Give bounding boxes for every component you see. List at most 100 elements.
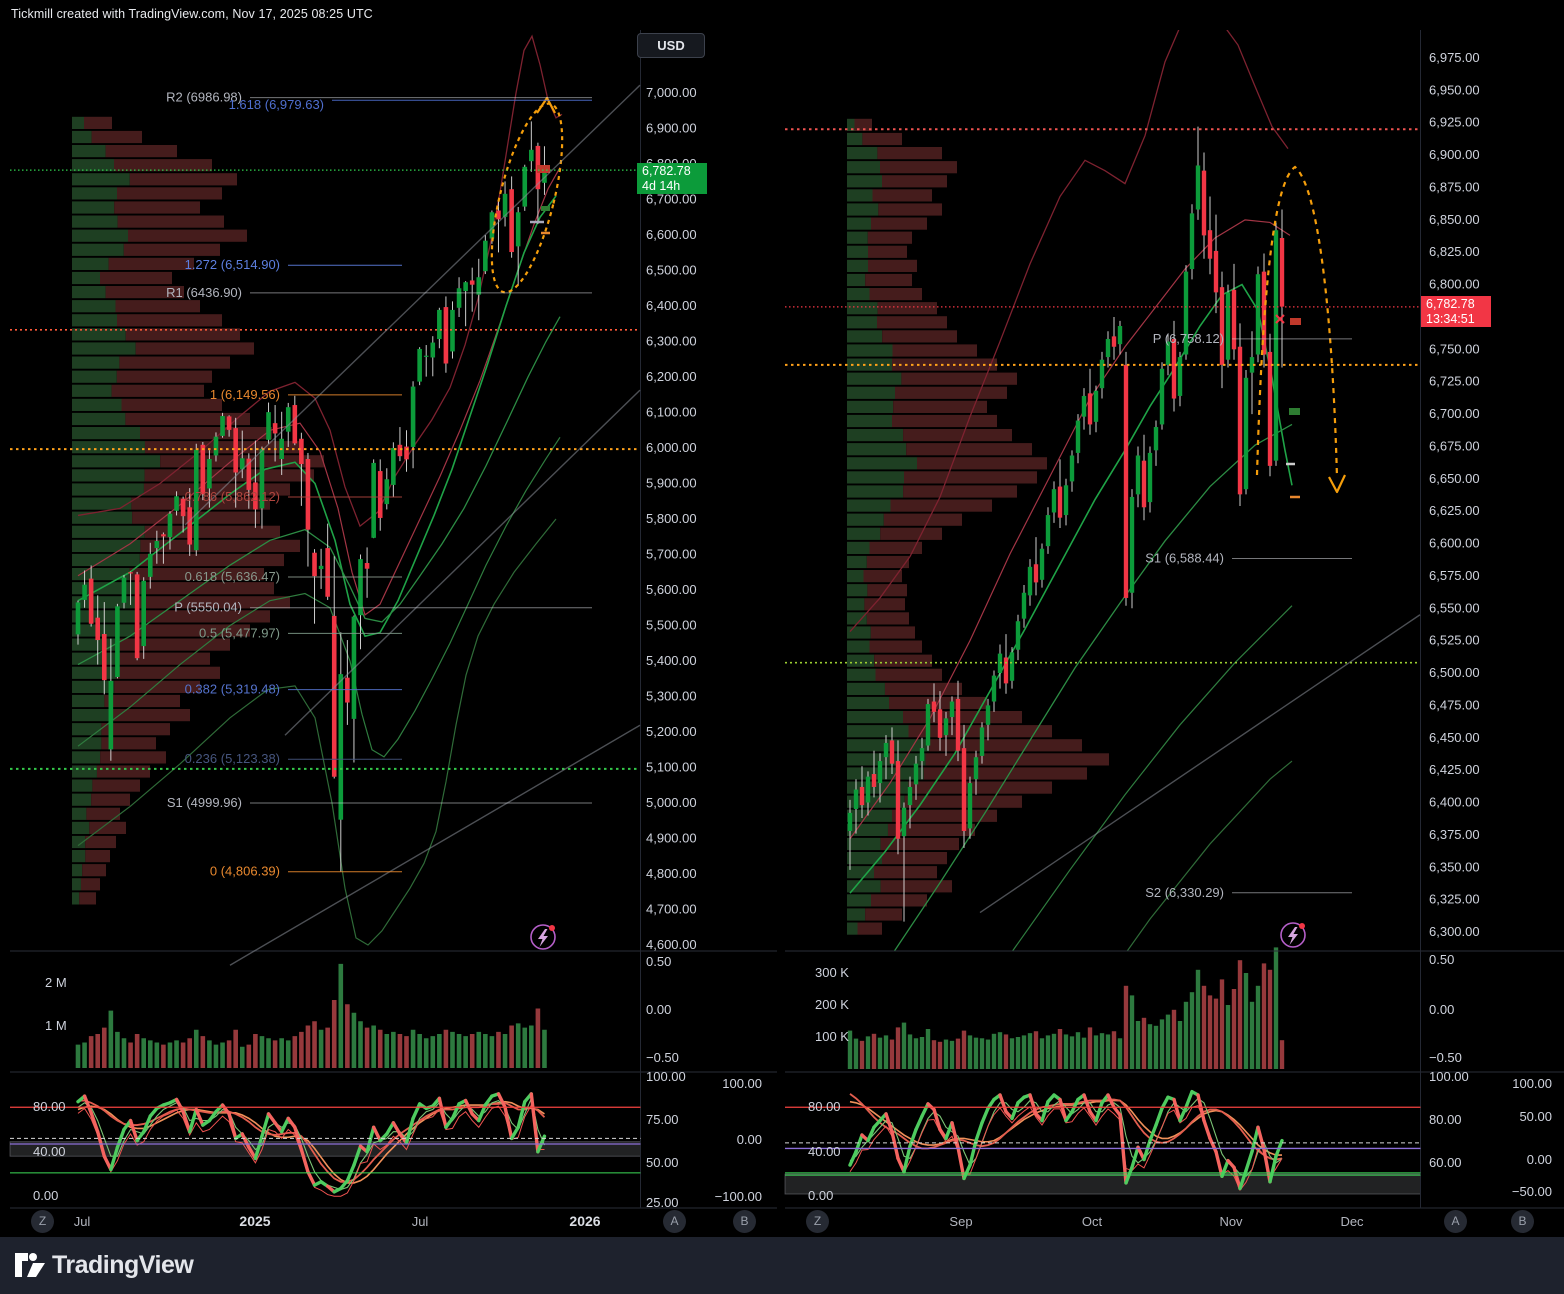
price-tick: 6,900.00 — [646, 121, 697, 136]
price-tick: 6,850.00 — [1429, 212, 1480, 227]
stoch-k-segment — [974, 1121, 984, 1143]
price-tick: 6,650.00 — [1429, 471, 1480, 486]
stoch-k-segment — [365, 1125, 376, 1154]
stoch-k-segment — [220, 1103, 231, 1116]
stoch-k-segment — [914, 1114, 924, 1132]
currency-toggle-button[interactable]: USD — [637, 33, 705, 58]
price-tick: 6,475.00 — [1429, 697, 1480, 712]
price-tick: 5,600.00 — [646, 582, 697, 597]
b-scale-button-daily[interactable]: B — [1511, 1210, 1534, 1233]
daily-chart[interactable] — [784, 8, 1421, 1294]
stoch-k-segment — [306, 1170, 317, 1187]
svg-text:300 K: 300 K — [815, 965, 849, 980]
price-tick: 6,500.00 — [1429, 665, 1480, 680]
last-price-value: 6,782.78 — [1426, 297, 1475, 311]
scroll-left-button-weekly[interactable]: Z — [31, 1210, 54, 1233]
stoch-k-segment — [1178, 1105, 1188, 1123]
last-price-badge-weekly: 6,782.78 4d 14h — [637, 163, 707, 194]
time-tick: 2026 — [569, 1213, 600, 1229]
green_slow-line — [1011, 605, 1293, 951]
svg-text:75.00: 75.00 — [646, 1112, 679, 1127]
stoch-k-segment — [496, 1092, 507, 1109]
stoch-k-segment — [1250, 1125, 1260, 1154]
svg-text:100.00: 100.00 — [646, 1069, 686, 1084]
scroll-left-button-daily[interactable]: Z — [806, 1210, 829, 1233]
svg-text:2 M: 2 M — [45, 975, 67, 990]
price-tick: 5,500.00 — [646, 618, 697, 633]
stoch-k-segment — [135, 1130, 146, 1143]
price-tick: 6,900.00 — [1429, 147, 1480, 162]
price-tick: 5,000.00 — [646, 795, 697, 810]
stoch-k-segment — [404, 1116, 415, 1145]
stoch-k-segment — [980, 1106, 990, 1125]
fib-label: 0.786 (5,862.12) — [185, 489, 280, 504]
pivot-label: P (5550.04) — [174, 600, 242, 615]
stoch-k-segment — [450, 1102, 461, 1121]
stoch-k-segment — [187, 1107, 198, 1134]
price-tick: 6,875.00 — [1429, 179, 1480, 194]
price-tick: 6,625.00 — [1429, 503, 1480, 518]
price-tick: 6,600.00 — [1429, 536, 1480, 551]
price-tick: 6,425.00 — [1429, 762, 1480, 777]
last-price-value: 6,782.78 — [642, 164, 691, 178]
pivot-label: P (6,758.12) — [1153, 331, 1224, 346]
svg-text:−0.50: −0.50 — [1429, 1050, 1462, 1065]
flash-icon[interactable] — [1280, 922, 1306, 948]
stoch-k-segment — [181, 1109, 192, 1134]
time-tick: Dec — [1340, 1214, 1364, 1229]
stoch-k-segment — [266, 1112, 277, 1125]
svg-text:80.00: 80.00 — [808, 1099, 841, 1114]
svg-text:100.00: 100.00 — [722, 1076, 762, 1091]
stoch-k-segment — [866, 1125, 876, 1143]
svg-text:−50.00: −50.00 — [1512, 1184, 1552, 1199]
price-tick: 6,200.00 — [646, 369, 697, 384]
stoch-k-segment — [529, 1092, 540, 1154]
stoch-k-segment — [253, 1134, 264, 1161]
svg-text:0.00: 0.00 — [737, 1132, 762, 1147]
weekly-chart[interactable] — [9, 34, 641, 1197]
stoch-k-segment — [227, 1112, 238, 1141]
svg-text:100.00: 100.00 — [1512, 1076, 1552, 1091]
header-attribution: Tickmill created with TradingView.com, N… — [11, 7, 373, 21]
price-tick: 6,950.00 — [1429, 82, 1480, 97]
stoch-k-segment — [1130, 1145, 1140, 1170]
fib-label: 0.618 (5,636.47) — [185, 569, 280, 584]
price-tick: 6,400.00 — [646, 298, 697, 313]
a-scale-button-daily[interactable]: A — [1444, 1210, 1467, 1233]
ma_red-line — [849, 219, 1291, 840]
b-scale-button-weekly[interactable]: B — [733, 1210, 756, 1233]
stoch-k-segment — [299, 1147, 310, 1174]
stoch-k-segment — [1160, 1095, 1170, 1111]
green_env-line — [77, 518, 557, 946]
stoch-k-segment — [908, 1127, 918, 1148]
green_mid-line — [77, 316, 561, 666]
pivot-label: R2 (6986.98) — [166, 90, 242, 105]
green_fast-line — [849, 283, 1293, 894]
stoch-k-segment — [352, 1144, 363, 1167]
stoch-k-segment — [1010, 1101, 1020, 1121]
stoch-k-segment — [1232, 1165, 1242, 1191]
flash-icon[interactable] — [530, 924, 556, 950]
stoch-k-segment — [1184, 1089, 1194, 1109]
time-tick: Jul — [412, 1214, 429, 1229]
svg-text:0.50: 0.50 — [1429, 952, 1454, 967]
drawn-arc-annotation — [1255, 165, 1339, 479]
order-marker — [541, 206, 550, 211]
price-tick: 6,375.00 — [1429, 827, 1480, 842]
stoch-k-segment — [141, 1114, 152, 1134]
last-price-badge-daily: 6,782.78 13:34:51 — [1421, 296, 1491, 327]
stoch-k-segment — [503, 1105, 514, 1141]
price-tick: 6,825.00 — [1429, 244, 1480, 259]
stoch-k-segment — [1244, 1150, 1254, 1173]
a-scale-button-weekly[interactable]: A — [663, 1210, 686, 1233]
svg-text:100.00: 100.00 — [1429, 1069, 1469, 1084]
trendline — [229, 724, 641, 966]
svg-text:50.00: 50.00 — [646, 1155, 679, 1170]
footer-brand-bar: TradingView — [0, 1237, 1564, 1294]
stoch-k-segment — [1142, 1138, 1152, 1162]
price-tick: 4,700.00 — [646, 902, 697, 917]
svg-text:200 K: 200 K — [815, 997, 849, 1012]
price-tick: 6,000.00 — [646, 440, 697, 455]
